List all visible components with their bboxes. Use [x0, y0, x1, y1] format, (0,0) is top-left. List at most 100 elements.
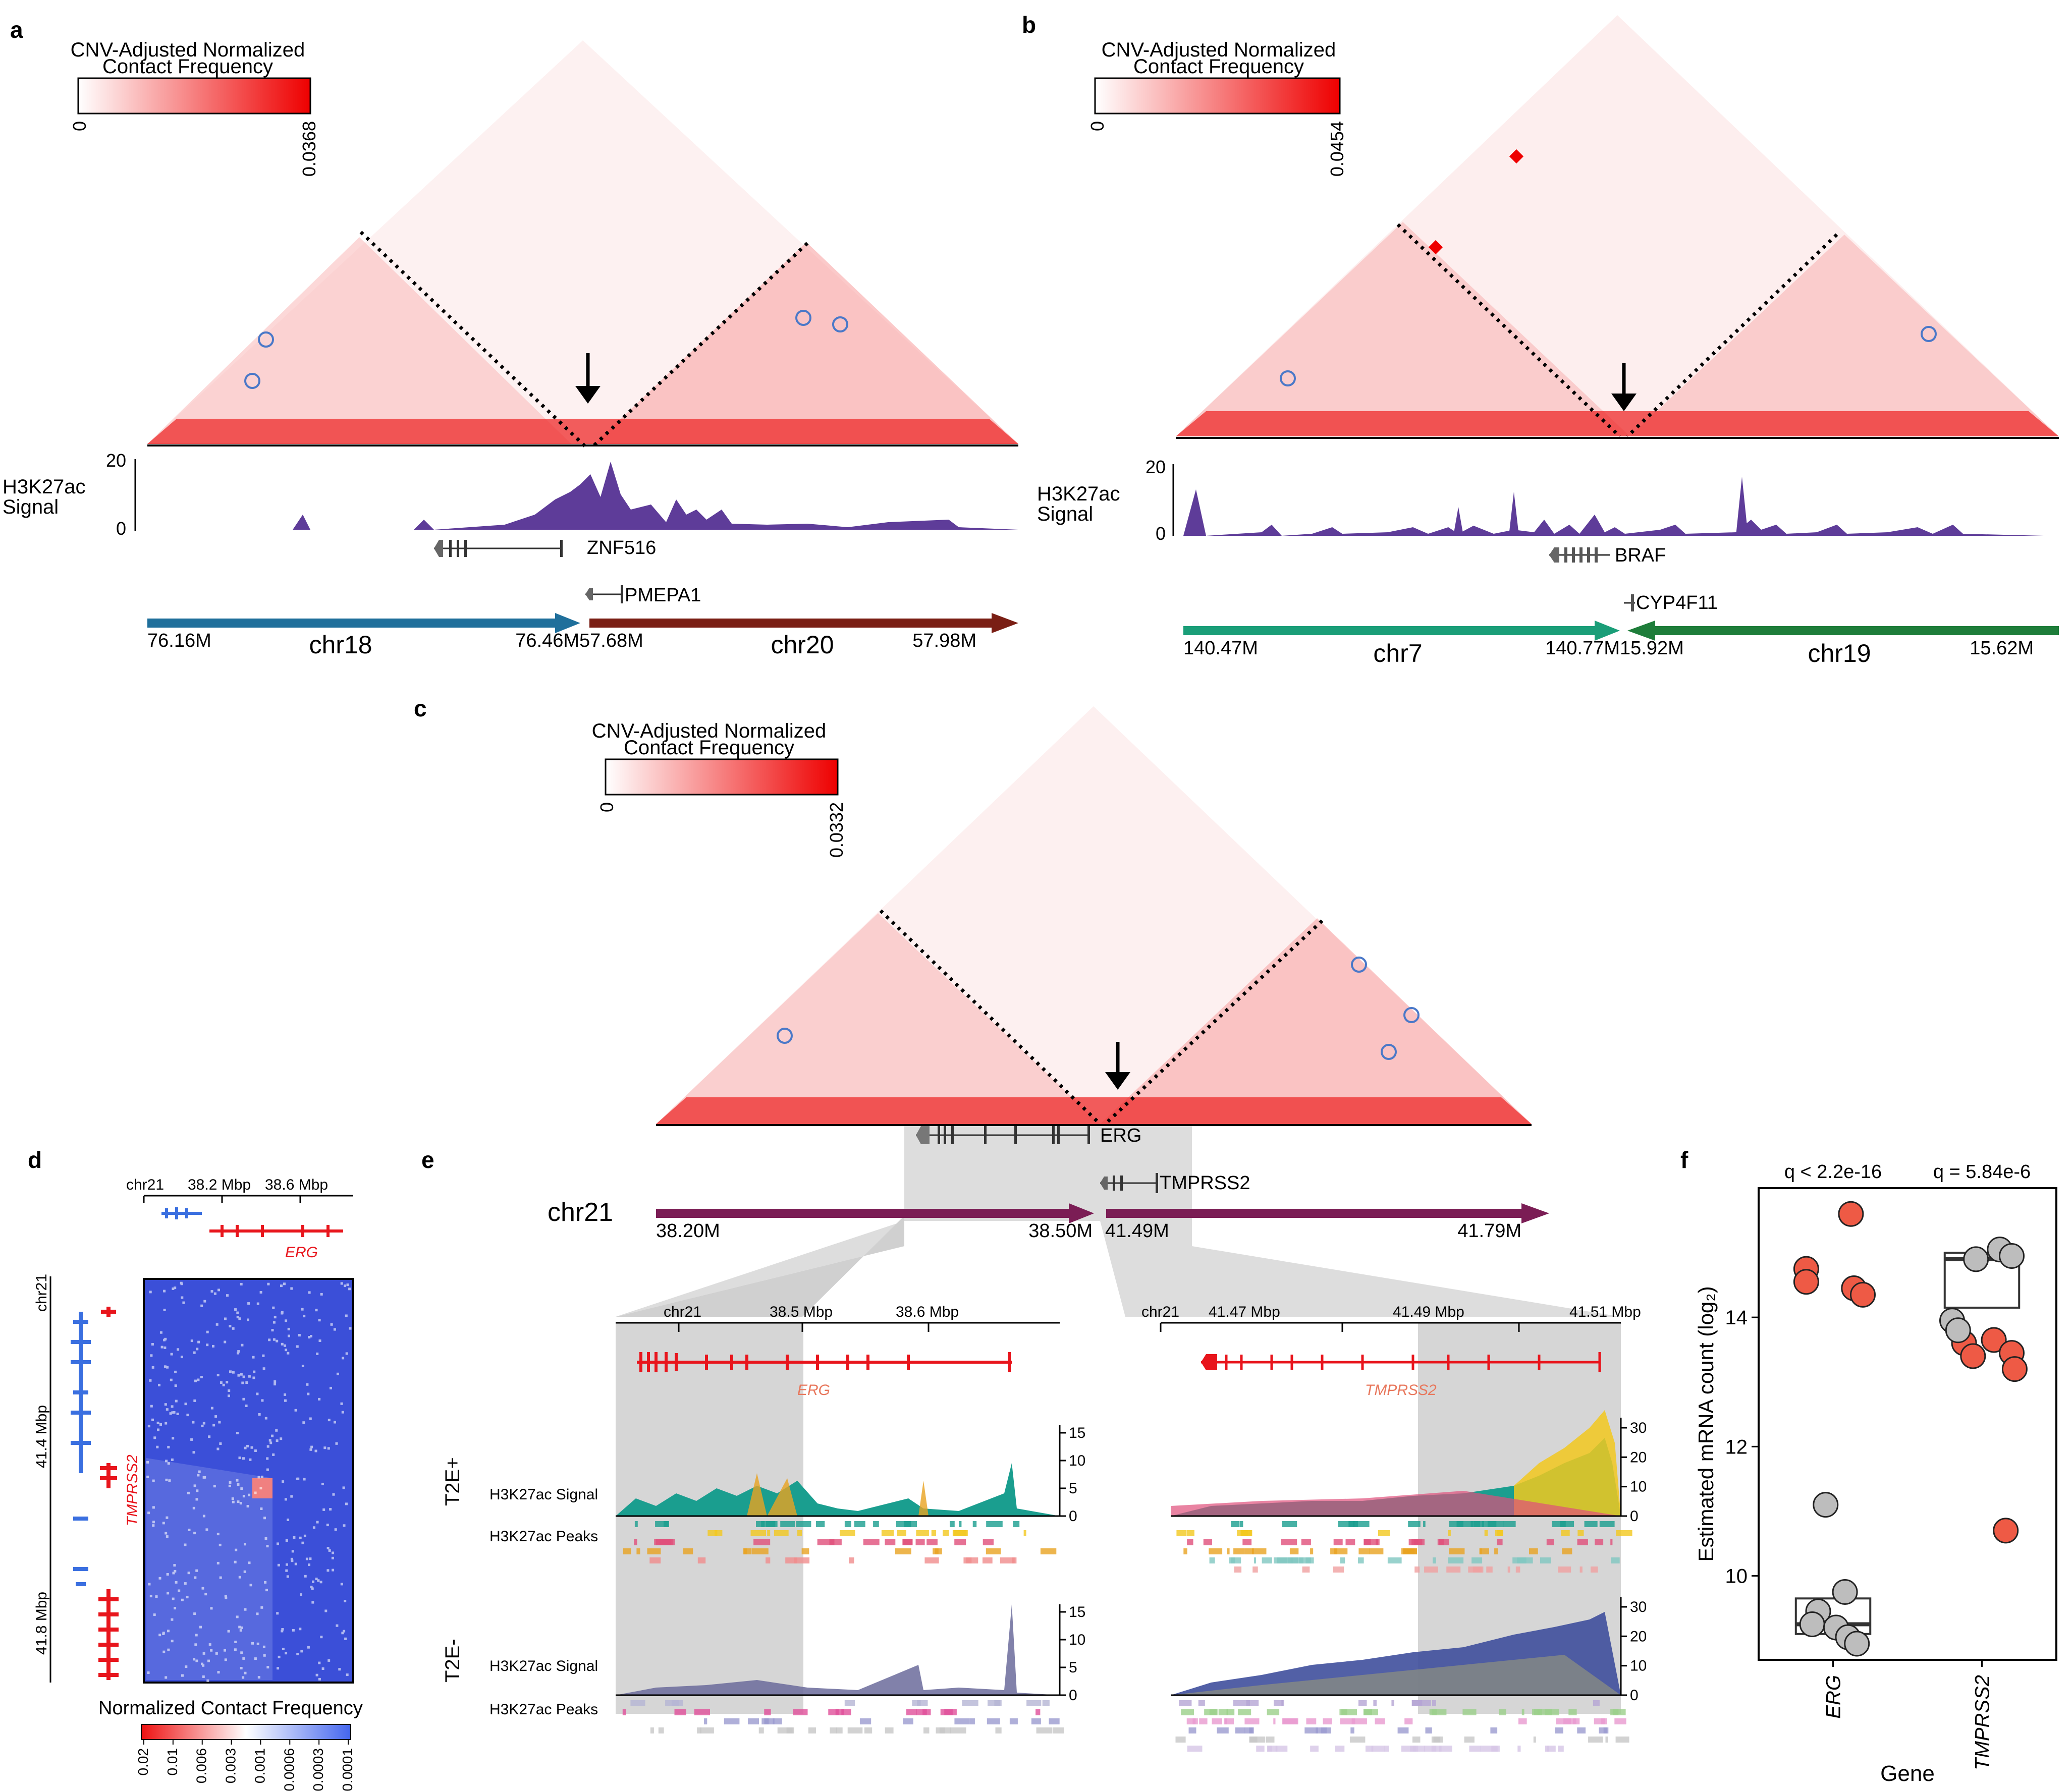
heatmap-pixel: [278, 1655, 281, 1658]
heatmap-pixel: [317, 1579, 320, 1582]
peak-bar: [764, 1709, 771, 1715]
peak-bar: [1009, 1718, 1018, 1724]
peaks-minus-left: [622, 1700, 1064, 1733]
data-point: [1813, 1492, 1839, 1518]
heatmap-pixel: [173, 1411, 176, 1414]
chr18-end: 76.46M: [515, 630, 579, 651]
heatmap-pixel: [202, 1652, 205, 1655]
heatmap-pixel: [285, 1319, 288, 1322]
y-tick-label: 14: [1725, 1307, 1748, 1329]
axis-tick-label: 38.6 Mbp: [896, 1304, 959, 1320]
heatmap-pixel: [243, 1570, 246, 1573]
gene-label-znf516: ZNF516: [587, 537, 656, 558]
heatmap-pixel: [151, 1343, 154, 1346]
heatmap-pixel: [160, 1346, 163, 1349]
peak-bar: [785, 1557, 797, 1563]
heatmap-pixel: [245, 1405, 248, 1407]
heatmap-pixel: [264, 1537, 267, 1540]
heatmap-pixel: [284, 1399, 287, 1402]
heatmap-pixel: [286, 1575, 289, 1578]
h3k27ac-track-a: H3K27ac Signal 20 0: [3, 450, 1018, 539]
gene-label-braf: BRAF: [1615, 545, 1666, 566]
peak-bar: [1446, 1566, 1461, 1573]
peak-bar: [1302, 1566, 1310, 1573]
peak-bar: [944, 1709, 957, 1715]
gene-track-b: BRAF CYP4F11: [1549, 545, 1718, 613]
heatmap-pixel: [336, 1372, 339, 1375]
heatmap-pixel: [314, 1449, 317, 1452]
heatmap-pixel: [232, 1500, 235, 1503]
peak-bar: [1369, 1548, 1384, 1554]
peak-bar: [1334, 1548, 1348, 1554]
chr19-label: chr19: [1808, 639, 1871, 667]
peak-bar: [780, 1521, 795, 1527]
heatmap-pixel: [264, 1581, 267, 1584]
heatmap-pixel: [225, 1596, 228, 1599]
heatmap-pixel: [274, 1380, 277, 1383]
panel-label-c: c: [414, 695, 427, 721]
peak-bar: [753, 1539, 771, 1545]
heatmap-pixel: [247, 1318, 249, 1321]
heatmap-pixel: [193, 1532, 196, 1535]
heatmap-pixel: [206, 1344, 209, 1347]
peak-bar: [1487, 1521, 1504, 1527]
heatmap-pixel: [167, 1462, 170, 1465]
peak-bar: [1540, 1557, 1551, 1563]
heatmap-pixel: [252, 1376, 255, 1379]
heatmap-pixel: [244, 1671, 247, 1674]
y-tick-label: 0: [1069, 1687, 1077, 1704]
zoom-right-tmprss2: chr21 41.47 Mbp 41.49 Mbp 41.51 Mbp TMPR…: [1141, 1304, 1647, 1752]
zoom-connector: [616, 1126, 1621, 1317]
axis-tick-label: 38.5 Mbp: [770, 1304, 833, 1320]
heatmap-pixel: [158, 1634, 161, 1637]
heatmap-pixel: [167, 1630, 170, 1633]
data-point: [1850, 1281, 1876, 1308]
q-annotation: q = 5.84e-6: [1933, 1161, 2031, 1183]
colorbar-max: 0.0454: [1327, 121, 1347, 177]
heatmap-pixel: [205, 1528, 208, 1531]
heatmap-pixel: [346, 1283, 349, 1286]
peak-bar: [1480, 1746, 1498, 1752]
gene-label-cyp4f11: CYP4F11: [1636, 592, 1718, 613]
heatmap-pixel: [309, 1417, 312, 1420]
heatmap-pixel: [197, 1474, 200, 1477]
chr20-label: chr20: [771, 631, 834, 659]
heatmap-pixel: [281, 1342, 284, 1346]
heatmap-pixel: [207, 1659, 210, 1662]
heatmap-pixel: [190, 1438, 193, 1441]
group-label-t2e-minus: T2E-: [442, 1639, 464, 1683]
heatmap-pixel: [216, 1533, 220, 1536]
peak-bar: [766, 1557, 771, 1563]
heatmap-pixel: [168, 1479, 171, 1482]
heatmap-pixel: [254, 1449, 257, 1452]
heatmap-pixel: [266, 1468, 269, 1471]
heatmap-pixel: [166, 1535, 169, 1538]
peak-bar: [1568, 1709, 1577, 1715]
peak-bar: [954, 1718, 970, 1724]
breakpoint-arrowhead: [575, 386, 601, 404]
heatmap-pixel: [166, 1366, 169, 1369]
heatmap-pixel: [345, 1314, 348, 1317]
heatmap-pixel: [268, 1439, 271, 1442]
panel-label-f: f: [1680, 1147, 1688, 1173]
heatmap-pixel: [172, 1288, 175, 1290]
heatmap-pixel: [217, 1289, 220, 1292]
heatmap-pixel: [172, 1437, 175, 1440]
peak-bar: [797, 1530, 802, 1536]
peak-bar: [1391, 1700, 1394, 1706]
legend-tick-label: 0.0003: [310, 1748, 326, 1791]
heatmap-pixel: [316, 1521, 319, 1524]
legend-tick-label: 0.02: [135, 1748, 151, 1776]
peak-bar: [906, 1709, 917, 1715]
gene-label-tmprss2-e: TMPRSS2: [1365, 1382, 1437, 1398]
heatmap-pixel: [232, 1327, 235, 1330]
peak-bar: [1577, 1727, 1586, 1733]
heatmap-pixel: [224, 1649, 226, 1652]
axis-tick-label: 41.47 Mbp: [1209, 1304, 1280, 1320]
peak-bar: [1515, 1566, 1520, 1573]
gene-exon: [1579, 547, 1583, 563]
colorbar-min: 0: [69, 121, 90, 131]
heatmap-pixel: [210, 1649, 213, 1652]
heatmap-pixel: [263, 1654, 266, 1657]
chr20-start: 57.68M: [579, 630, 643, 651]
